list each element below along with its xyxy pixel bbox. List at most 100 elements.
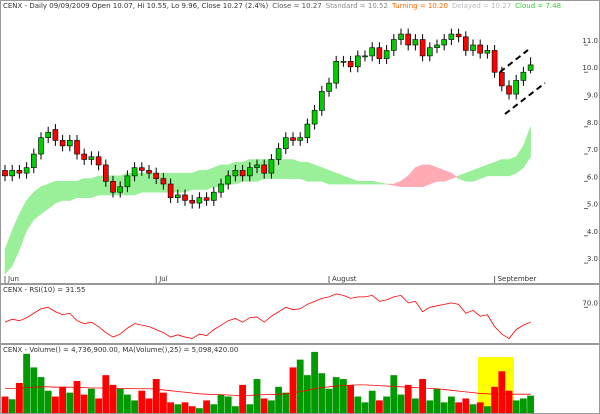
volume-bar xyxy=(239,384,246,414)
cloud-segment xyxy=(292,159,301,179)
candle-body xyxy=(211,191,217,201)
y-tick-label: 6.0 xyxy=(587,173,598,181)
candle-body xyxy=(477,44,484,54)
y-tick-label: 4.0 xyxy=(587,228,598,236)
volume-bar xyxy=(325,388,333,414)
cloud-segment xyxy=(191,169,200,190)
cloud-segment xyxy=(508,156,517,177)
volume-bar xyxy=(217,394,225,414)
cloud-segment xyxy=(55,181,63,204)
candle-body xyxy=(390,39,397,51)
volume-bar xyxy=(30,367,38,414)
candle-body xyxy=(498,71,505,87)
volume-bar xyxy=(448,396,455,414)
candle-body xyxy=(16,170,23,174)
cloud-segment xyxy=(479,164,488,180)
volume-bar xyxy=(318,373,326,414)
volume-bar xyxy=(520,398,527,414)
candle-body xyxy=(311,110,318,125)
cloud-segment xyxy=(141,172,150,193)
volume-bar xyxy=(505,390,513,414)
candle-body xyxy=(354,55,361,68)
candle-body xyxy=(45,131,52,138)
cloud-segment xyxy=(69,181,78,201)
volume-bar xyxy=(174,404,182,414)
cloud-segment xyxy=(487,161,495,177)
cloud-segment xyxy=(436,167,445,182)
cloud-segment xyxy=(415,164,423,188)
volume-bar xyxy=(404,384,412,414)
candle-body xyxy=(362,55,368,58)
candle-body xyxy=(110,181,116,193)
chart-title: CENX - Daily 09/09/2009 Open 10.07, Hi 1… xyxy=(3,2,561,10)
volume-bar xyxy=(527,395,534,414)
candle-body xyxy=(369,47,376,57)
volume-bar xyxy=(397,394,405,414)
cloud-segment xyxy=(278,159,287,179)
candle-body xyxy=(426,47,433,57)
candle-body xyxy=(318,91,325,111)
volume-bar xyxy=(8,399,16,414)
volume-bar xyxy=(361,402,369,414)
volume-bar xyxy=(145,398,153,414)
volume-ma-line xyxy=(4,384,531,396)
cloud-segment xyxy=(134,172,143,196)
volume-bar xyxy=(376,400,383,414)
candle-body xyxy=(167,183,174,198)
cloud-segment xyxy=(184,172,193,193)
candle-body xyxy=(398,33,404,40)
candle-body xyxy=(520,71,527,81)
cloud-segment xyxy=(314,164,323,182)
volume-bar xyxy=(368,390,376,414)
cloud-segment xyxy=(429,164,438,185)
candle-body xyxy=(9,170,15,177)
cloud-segment xyxy=(494,159,503,177)
volume-bar xyxy=(1,396,9,414)
volume-bar xyxy=(498,371,506,414)
candle-body xyxy=(189,200,195,204)
legend-entry: Delayed = 10.27 xyxy=(452,2,511,10)
volume-bar xyxy=(210,404,218,414)
rsi-line xyxy=(4,293,531,340)
volume-bar xyxy=(160,392,167,414)
volume-bar xyxy=(102,375,110,414)
candle-body xyxy=(484,50,491,54)
candle-body xyxy=(203,197,210,201)
candle-body xyxy=(268,159,275,174)
candle-body xyxy=(153,172,159,179)
candle-body xyxy=(160,178,167,185)
volume-bar xyxy=(354,396,362,414)
volume-bar xyxy=(412,398,419,414)
candle-body xyxy=(95,156,102,166)
candle-body xyxy=(131,167,138,177)
legend-entry: Cloud = 7.48 xyxy=(515,2,561,10)
legend-entry: Standard = 10.52 xyxy=(326,2,388,10)
volume-bar xyxy=(203,400,210,414)
volume-bar xyxy=(512,400,520,414)
x-tick-label: September xyxy=(498,275,537,283)
volume-bar xyxy=(296,359,304,414)
volume-bar xyxy=(311,351,318,414)
candle-body xyxy=(376,47,383,59)
cloud-segment xyxy=(299,161,308,182)
candle-body xyxy=(139,167,145,171)
cloud-segment xyxy=(177,172,186,193)
cloud-segment xyxy=(199,170,207,190)
volume-bar xyxy=(347,384,354,414)
chart-title: CENX - Volume() = 4,736,900.00, MA(Volum… xyxy=(3,346,238,354)
candle-body xyxy=(462,36,469,51)
volume-bar xyxy=(469,404,477,414)
volume-bar xyxy=(167,402,174,414)
volume-bar xyxy=(188,406,196,414)
candle-body xyxy=(405,33,412,46)
volume-bar xyxy=(253,379,261,414)
candle-body xyxy=(419,39,426,57)
candle-body xyxy=(52,129,59,141)
volume-bar xyxy=(52,396,59,414)
volume-bar xyxy=(37,377,45,414)
cloud-segment xyxy=(523,126,531,169)
volume-bar xyxy=(88,388,95,414)
candle-body xyxy=(513,80,520,95)
